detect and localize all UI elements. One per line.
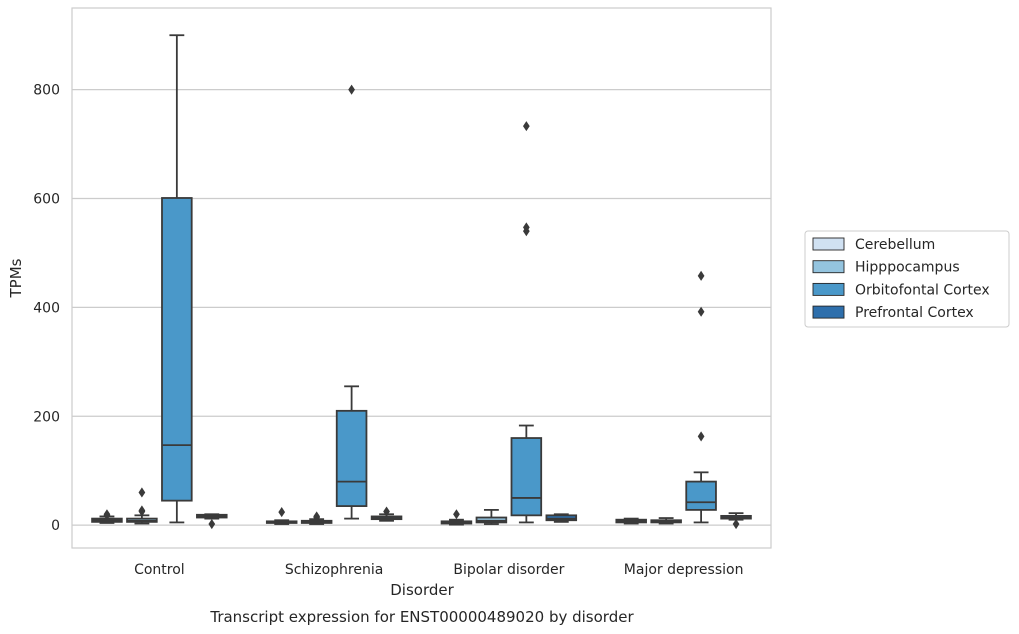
outlier-point (697, 306, 705, 317)
box-1-3 (650, 517, 682, 525)
box-3-0 (196, 513, 228, 530)
box-body (161, 197, 193, 502)
box-0-2 (440, 509, 473, 526)
plot-frame (71, 7, 772, 549)
box-3-3 (720, 512, 752, 530)
legend-label: Hipppocampus (855, 260, 960, 276)
outlier-point (453, 509, 460, 520)
legend-swatch (812, 305, 845, 319)
outlier-point (348, 84, 355, 95)
box-3-2 (545, 513, 578, 523)
outlier-point (313, 511, 321, 522)
y-tick-label: 0 (51, 518, 60, 534)
box-2-0 (161, 34, 193, 524)
outlier-point (697, 431, 705, 442)
box-3-1 (370, 506, 403, 522)
legend-label: Prefrontal Cortex (855, 305, 974, 321)
x-tick-label: Control (134, 562, 185, 578)
y-tick-label: 200 (33, 409, 60, 425)
outlier-point (138, 505, 146, 516)
outlier-point (732, 519, 740, 530)
x-tick-labels: Control Schizophrenia Bipolar disorder Majo… (134, 562, 743, 578)
outlier-point (522, 222, 530, 233)
box-1-1 (300, 511, 333, 525)
box-2-2 (510, 121, 543, 524)
box-1-2 (475, 508, 508, 525)
outlier-point (278, 507, 286, 518)
x-tick-label: Major depression (624, 562, 744, 578)
box-body (335, 409, 368, 507)
box-2-1 (335, 84, 368, 520)
boxes (91, 34, 752, 530)
legend-label: Orbitofontal Cortex (855, 282, 990, 298)
legend-frame (804, 230, 1010, 328)
x-tick-label: Bipolar disorder (453, 562, 564, 578)
y-tick-label: 600 (33, 192, 60, 208)
outlier-point (208, 519, 216, 530)
chart-title: Transcript expression for ENST0000048902… (209, 608, 634, 626)
outlier-point (697, 270, 705, 281)
box-body (510, 437, 543, 517)
legend-label: Cerebellum (855, 237, 935, 253)
x-tick-label: Schizophrenia (285, 562, 383, 578)
box-1-0 (126, 487, 158, 525)
outlier-point (383, 506, 390, 517)
x-axis-title: Disorder (390, 581, 454, 599)
box-0-3 (615, 517, 647, 525)
box-0-0 (91, 509, 123, 524)
legend-swatch (812, 237, 845, 251)
box-0-1 (265, 507, 298, 525)
y-tick-label: 400 (33, 300, 60, 316)
outlier-point (138, 487, 146, 498)
legend: Cerebellum Hipppocampus Orbitofontal Corte… (804, 230, 1010, 328)
outlier-point (522, 121, 530, 132)
y-tick-label: 800 (33, 83, 60, 99)
box-2-3 (685, 270, 717, 524)
box-body (685, 480, 717, 511)
outlier-point (103, 509, 111, 520)
legend-swatch (812, 282, 845, 296)
y-tick-labels: 0 200 400 600 800 (33, 83, 60, 534)
y-axis-title: TPMs (7, 258, 25, 298)
legend-swatch (812, 260, 845, 274)
